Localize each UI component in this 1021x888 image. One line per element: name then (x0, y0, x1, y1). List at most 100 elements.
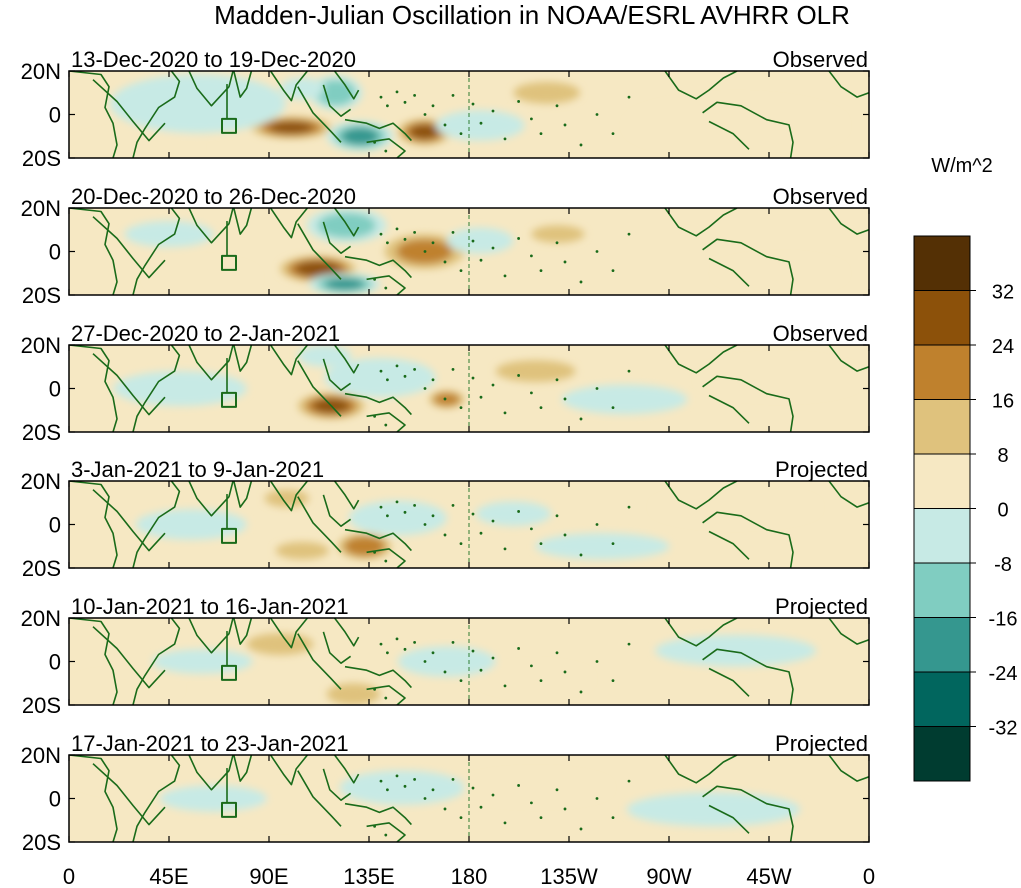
island-dot (431, 104, 435, 108)
anomaly-contour (349, 500, 447, 536)
island-dot (539, 679, 543, 683)
island-dot (423, 113, 427, 116)
island-dot (517, 100, 520, 103)
island-dot (384, 423, 388, 427)
coastline (92, 216, 166, 279)
y-tick-label: 20S (22, 556, 61, 581)
panel-date-range: 10-Jan-2021 to 16-Jan-2021 (71, 594, 349, 619)
coastline (708, 804, 750, 834)
island-dot (491, 383, 495, 387)
island-dot (611, 542, 615, 546)
island-dot (563, 670, 567, 674)
island-dot (423, 660, 427, 663)
coastline (366, 412, 406, 432)
coastline (366, 275, 406, 295)
anomaly-contour (561, 384, 688, 415)
island-dot (539, 406, 543, 410)
olr-field (69, 481, 869, 568)
colorbar-swatch (913, 290, 971, 346)
coastline (333, 755, 360, 784)
x-tick-label: 45W (746, 864, 791, 888)
island-dot (471, 102, 475, 106)
y-tick-label: 20N (21, 59, 61, 84)
coastline (333, 618, 360, 647)
island-dot (503, 274, 507, 278)
panel-3: 20N 0 20S 27-Dec-2020 to 2-Jan-2021 Observed (21, 321, 870, 445)
island-dot (563, 807, 567, 811)
island-dot (431, 378, 435, 382)
y-tick-label: 20N (21, 743, 61, 768)
anomaly-contours (124, 208, 843, 295)
colorbar-swatch (913, 508, 971, 564)
island-dot (386, 241, 389, 245)
coastline (188, 618, 234, 654)
coastline (828, 755, 869, 782)
island-dot (555, 788, 559, 792)
coastline (269, 208, 309, 239)
island-dot (579, 143, 583, 147)
island-dot (595, 797, 599, 800)
island-dot (530, 254, 533, 258)
island-dot (491, 793, 495, 797)
coastline (69, 71, 118, 158)
island-dot (503, 411, 507, 415)
island-dot (451, 93, 455, 97)
island-dot (413, 93, 416, 97)
coastline (233, 618, 253, 645)
coastline (344, 802, 412, 826)
island-dot (451, 640, 455, 644)
island-dot (373, 550, 376, 554)
coastlines (69, 345, 869, 432)
coastline (297, 770, 342, 827)
island-dot (384, 833, 388, 837)
colorbar-swatch (913, 562, 971, 618)
island-dot (431, 651, 435, 655)
anomaly-contour (148, 261, 257, 294)
island-dot (579, 417, 583, 421)
island-dot (530, 117, 533, 121)
island-dot (413, 367, 416, 371)
coastline (269, 755, 309, 786)
island-dot (555, 651, 559, 655)
x-tick-label: 135W (540, 864, 598, 888)
y-tick-label: 20N (21, 606, 61, 631)
coastline (132, 755, 181, 842)
coastline (233, 481, 253, 508)
coastline (828, 208, 869, 235)
y-tick-label: 0 (49, 103, 61, 128)
islands (373, 364, 631, 427)
island-dot (611, 816, 615, 820)
coastline (92, 763, 166, 826)
island-dot (539, 269, 543, 273)
panel-status: Projected (775, 594, 868, 619)
island-dot (579, 690, 583, 694)
colorbar-label: -24 (989, 663, 1018, 685)
coastline (69, 345, 118, 432)
anomaly-contour (481, 665, 590, 693)
coastline (366, 822, 406, 842)
island-dot (373, 140, 376, 144)
islands (373, 500, 631, 563)
x-tick-label: 180 (451, 864, 488, 888)
anomaly-contour (435, 110, 525, 141)
coastline (366, 138, 406, 158)
island-dot (373, 824, 376, 828)
y-tick-label: 20S (22, 693, 61, 718)
island-dot (491, 109, 495, 113)
x-tick-label: 90W (646, 864, 691, 888)
island-dot (395, 774, 399, 778)
island-dot (413, 230, 416, 234)
island-dot (451, 367, 455, 371)
island-dot (491, 246, 495, 250)
coastline (702, 375, 794, 432)
island-dot (384, 286, 388, 290)
coastline (69, 481, 118, 568)
island-dot (530, 801, 533, 805)
island-dot (395, 500, 399, 504)
anomaly-contour (269, 121, 314, 134)
coastline (344, 255, 412, 279)
coastline (344, 665, 412, 689)
y-tick-label: 20N (21, 333, 61, 358)
island-dot (611, 269, 615, 273)
